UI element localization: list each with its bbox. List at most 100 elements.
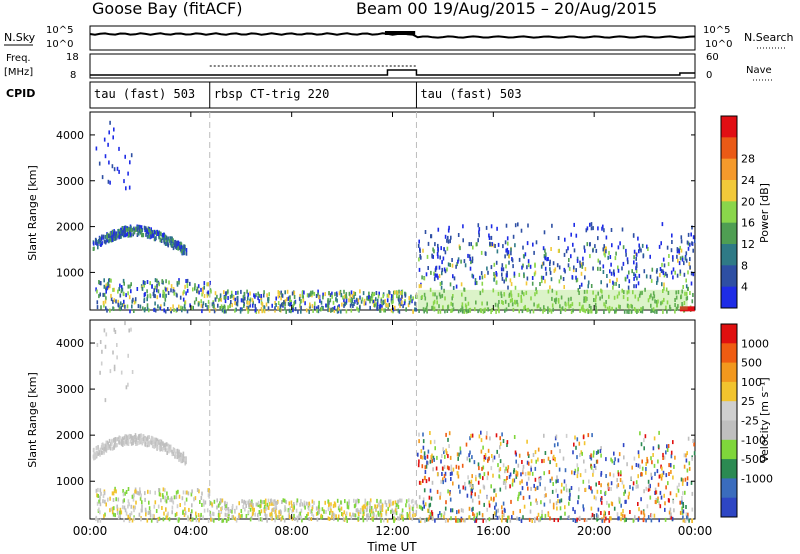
data-point <box>249 291 251 296</box>
data-point <box>588 485 590 490</box>
data-point <box>628 289 630 294</box>
strong-power-band <box>679 306 695 312</box>
data-point <box>168 517 171 522</box>
data-point <box>200 287 202 292</box>
data-point <box>622 484 625 489</box>
data-point <box>520 472 522 477</box>
data-point <box>146 441 149 445</box>
data-point <box>175 511 178 516</box>
data-point <box>438 292 441 297</box>
data-point <box>583 518 586 523</box>
data-point <box>332 300 335 305</box>
data-point <box>129 160 131 165</box>
data-point <box>217 303 219 308</box>
data-point <box>549 499 551 504</box>
data-point <box>145 512 147 517</box>
data-point <box>166 448 168 453</box>
data-point <box>144 292 146 296</box>
data-point <box>506 251 509 256</box>
data-point <box>121 505 124 510</box>
data-point <box>342 295 344 300</box>
data-point <box>321 507 324 512</box>
data-point <box>455 284 458 289</box>
data-point <box>593 495 596 500</box>
data-point <box>161 506 163 510</box>
data-point <box>154 285 156 290</box>
data-point <box>436 295 438 300</box>
colorbar-segment <box>721 401 737 421</box>
data-point <box>124 154 126 159</box>
data-point <box>637 236 639 241</box>
data-point <box>553 268 556 273</box>
data-point <box>167 307 169 311</box>
data-point <box>171 243 174 248</box>
data-point <box>334 292 336 297</box>
data-point <box>624 277 627 282</box>
data-point <box>549 460 551 465</box>
data-point <box>350 290 353 295</box>
data-point <box>298 514 300 518</box>
data-point <box>170 243 173 248</box>
data-point <box>668 510 671 515</box>
data-point <box>258 309 260 314</box>
data-point <box>348 501 350 506</box>
data-point <box>339 289 342 294</box>
data-point <box>509 298 512 303</box>
data-point <box>328 308 331 312</box>
data-point <box>592 469 595 474</box>
data-point <box>429 287 432 292</box>
data-point <box>480 250 483 255</box>
data-point <box>587 284 589 289</box>
data-point <box>422 248 424 253</box>
data-point <box>638 454 640 459</box>
data-point <box>543 502 546 507</box>
data-point <box>636 310 638 314</box>
data-point <box>521 479 523 484</box>
data-point <box>169 236 171 241</box>
data-point <box>473 516 475 521</box>
data-point <box>474 492 476 497</box>
data-point <box>115 497 117 502</box>
data-point <box>612 473 615 478</box>
data-point <box>519 491 522 496</box>
data-point <box>302 295 304 300</box>
data-point <box>689 257 691 262</box>
data-point <box>650 293 652 298</box>
data-point <box>674 455 676 460</box>
data-point <box>659 273 661 278</box>
data-point <box>495 309 497 314</box>
data-point <box>211 302 214 307</box>
data-point <box>303 290 305 295</box>
data-point <box>449 455 452 460</box>
data-point <box>472 506 474 511</box>
data-point <box>151 230 154 235</box>
data-point <box>135 500 137 505</box>
data-point <box>663 286 665 291</box>
data-point <box>640 497 642 502</box>
data-point <box>613 272 615 277</box>
data-point <box>647 487 650 492</box>
data-point <box>270 499 272 504</box>
data-point <box>336 498 339 503</box>
data-point <box>227 507 230 511</box>
data-point <box>102 442 104 447</box>
data-point <box>155 437 158 442</box>
data-point <box>263 309 266 314</box>
data-point <box>579 473 582 478</box>
data-point <box>108 234 110 239</box>
data-point <box>115 299 117 304</box>
data-point <box>447 239 450 244</box>
data-point <box>103 239 106 244</box>
data-point <box>498 515 501 520</box>
data-point <box>128 226 130 231</box>
data-point <box>108 438 111 443</box>
data-point <box>505 223 508 228</box>
data-point <box>574 468 577 473</box>
data-point <box>471 433 474 438</box>
data-point <box>320 513 323 518</box>
data-point <box>271 508 273 513</box>
data-point <box>393 519 395 523</box>
data-point <box>591 512 594 517</box>
data-point <box>630 303 632 308</box>
data-point <box>488 500 490 505</box>
